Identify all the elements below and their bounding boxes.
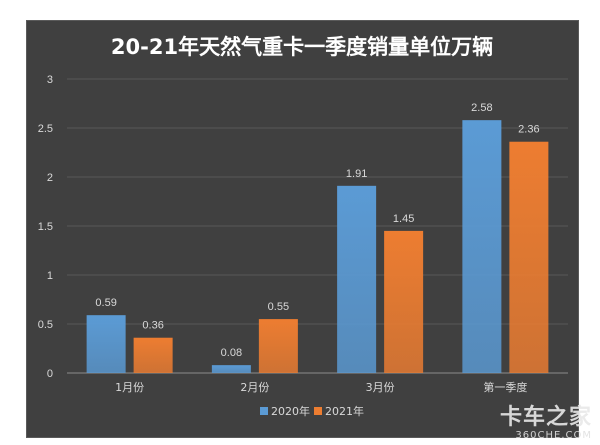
x-tick-label: 1月份 [115,381,144,394]
y-tick-label: 3 [47,74,53,86]
legend-label: 2020年 [271,404,310,418]
data-label: 0.55 [268,301,289,313]
x-tick-label: 2月份 [240,381,269,394]
watermark-sub: 360CHE.COM [515,430,592,441]
data-label: 2.58 [471,102,492,114]
watermark-main: 卡车之家 [499,405,592,430]
y-tick-label: 2.5 [38,123,53,135]
y-tick-label: 1.5 [38,221,53,233]
legend-swatch [314,407,322,415]
y-tick-label: 2 [47,172,53,184]
data-label: 2.36 [518,124,539,136]
bars [86,120,549,373]
bar-series-1 [86,315,126,373]
bar-series-2 [258,319,298,373]
chart-title: 20-21年天然气重卡一季度销量单位万辆 [111,35,493,59]
data-label: 1.45 [393,213,414,225]
bar-series-2 [509,141,549,373]
y-tick-label: 1 [47,270,53,282]
bar-series-1 [337,185,377,373]
data-label: 0.59 [95,297,116,309]
y-tick-label: 0.5 [38,319,53,331]
bar-series-2 [133,337,173,373]
legend-swatch [260,407,268,415]
bar-series-1 [211,365,251,373]
bar-chart: 20-21年天然气重卡一季度销量单位万辆 00.511.522.53 0.590… [38,35,568,418]
y-tick-label: 0 [47,368,53,380]
x-tick-label: 第一季度 [483,380,527,394]
y-axis: 0 0.5 1 1.5 2 2.5 3 [38,74,53,380]
data-label: 0.08 [221,347,242,359]
x-axis: 1月份 2月份 3月份 第一季度 [115,380,527,394]
watermark-logo: 卡车之家 360CHE.COM [500,407,592,441]
bar-series-1 [462,120,502,373]
data-labels: 0.59 0.36 0.08 0.55 1.91 1.45 2.58 2.36 [95,102,539,359]
bar-series-2 [384,230,424,373]
data-label: 0.36 [142,320,163,332]
gridlines [67,78,568,374]
x-tick-label: 3月份 [366,381,395,394]
legend-label: 2021年 [325,404,364,418]
data-label: 1.91 [346,168,367,180]
chart-frame: 20-21年天然气重卡一季度销量单位万辆 0 0.5 1 1.5 2 2.5 3 0.59 0… [26,20,579,438]
legend: 2020年 2021年 [260,404,364,418]
